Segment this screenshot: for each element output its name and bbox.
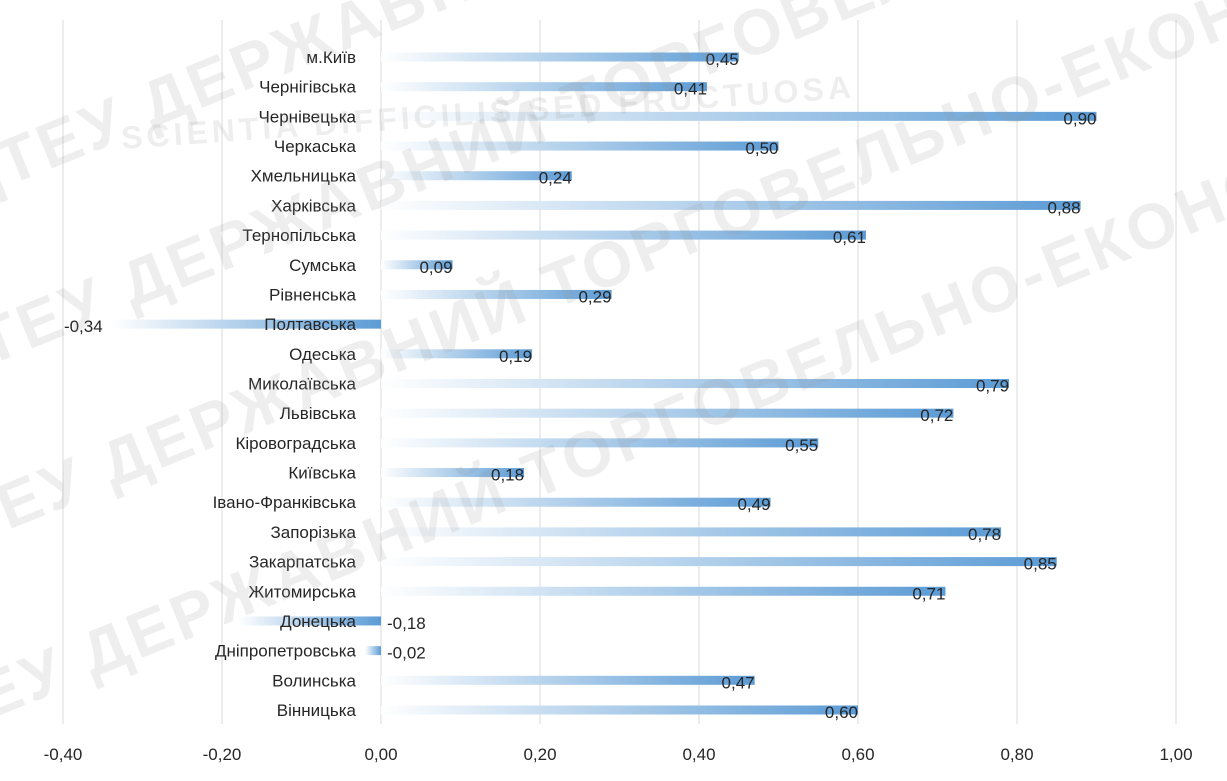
bar (381, 379, 1010, 388)
data-label: 0,41 (674, 80, 707, 99)
x-tick-label: -0,40 (44, 745, 83, 764)
category-label: Житомирська (248, 582, 356, 601)
bar (381, 497, 771, 507)
category-label: Полтавська (264, 315, 356, 334)
bar (381, 260, 453, 270)
category-label: Харківська (271, 196, 356, 215)
bar (381, 52, 739, 62)
bar (381, 200, 1081, 210)
bar (237, 616, 381, 626)
category-label: Донецька (280, 612, 356, 631)
gridlines (62, 20, 1177, 724)
bar (381, 171, 572, 181)
bar (381, 438, 819, 448)
bar (110, 319, 381, 329)
category-label: Київська (288, 464, 356, 483)
category-label: Тернопільська (242, 226, 356, 245)
category-label: Чернівецька (258, 107, 356, 126)
data-label: -0,34 (64, 317, 103, 336)
data-label: 0,71 (912, 584, 945, 603)
bar (381, 111, 1097, 121)
category-label: Рівненська (269, 285, 357, 304)
bar (381, 408, 954, 418)
bar (381, 705, 858, 715)
bar (365, 646, 381, 656)
data-label: 0,79 (976, 377, 1009, 396)
category-label: Дніпропетровська (215, 642, 357, 661)
x-tick-label: 0,00 (364, 745, 397, 764)
data-label: 0,09 (419, 258, 452, 277)
data-label: -0,18 (387, 614, 426, 633)
category-label: Івано-Франківська (213, 493, 357, 512)
value-labels: 0,45 0,41 0,90 0,50 0,24 0,88 0,61 0,09 0,29 -0,3… (64, 50, 1097, 722)
data-label: 0,29 (578, 287, 611, 306)
category-label: Чернігівська (259, 78, 356, 97)
category-label: Кіровоградська (235, 434, 356, 453)
bar (381, 675, 755, 685)
data-label: 0,49 (737, 495, 770, 514)
bar (381, 527, 1002, 537)
bar (381, 289, 612, 299)
data-label: 0,45 (706, 50, 739, 69)
x-tick-label: 0,40 (682, 745, 715, 764)
data-label: 0,60 (825, 703, 858, 722)
data-label: 0,47 (722, 673, 755, 692)
data-label: 0,88 (1048, 198, 1081, 217)
bar (381, 468, 525, 478)
data-label: 0,50 (745, 139, 778, 158)
data-label: 0,90 (1063, 109, 1096, 128)
data-label: -0,02 (387, 644, 426, 663)
category-label: Львівська (280, 404, 357, 423)
category-label: м.Київ (306, 48, 356, 67)
data-label: 0,18 (491, 466, 524, 485)
bar (381, 349, 533, 359)
category-label: Закарпатська (249, 553, 356, 572)
data-label: 0,19 (499, 347, 532, 366)
category-label: Запорізька (270, 523, 356, 542)
category-label: Волинська (272, 671, 356, 690)
x-tick-label: 1,00 (1159, 745, 1192, 764)
x-axis-tick-labels: -0,40 -0,20 0,00 0,20 0,40 0,60 0,80 1,00 (44, 745, 1193, 764)
x-tick-label: -0,20 (203, 745, 242, 764)
data-label: 0,55 (785, 436, 818, 455)
bar (381, 557, 1057, 567)
category-label: Сумська (289, 256, 356, 275)
bar (381, 82, 707, 92)
category-label: Хмельницька (251, 167, 357, 186)
x-tick-label: 0,20 (523, 745, 556, 764)
x-tick-label: 0,80 (1000, 745, 1033, 764)
category-label: Вінницька (277, 701, 357, 720)
category-label: Одеська (289, 345, 356, 364)
category-labels: м.Київ Чернігівська Чернівецька Черкаська Хм… (213, 48, 357, 720)
data-label: 0,61 (833, 228, 866, 247)
bars (110, 52, 1097, 715)
data-label: 0,24 (539, 169, 572, 188)
data-label: 0,78 (968, 525, 1001, 544)
bar (381, 141, 779, 151)
bar (381, 586, 946, 596)
data-label: 0,72 (920, 406, 953, 425)
x-tick-label: 0,60 (841, 745, 874, 764)
category-label: Миколаївська (248, 375, 356, 394)
category-label: Черкаська (274, 137, 357, 156)
bar (381, 230, 866, 240)
data-label: 0,85 (1024, 555, 1057, 574)
